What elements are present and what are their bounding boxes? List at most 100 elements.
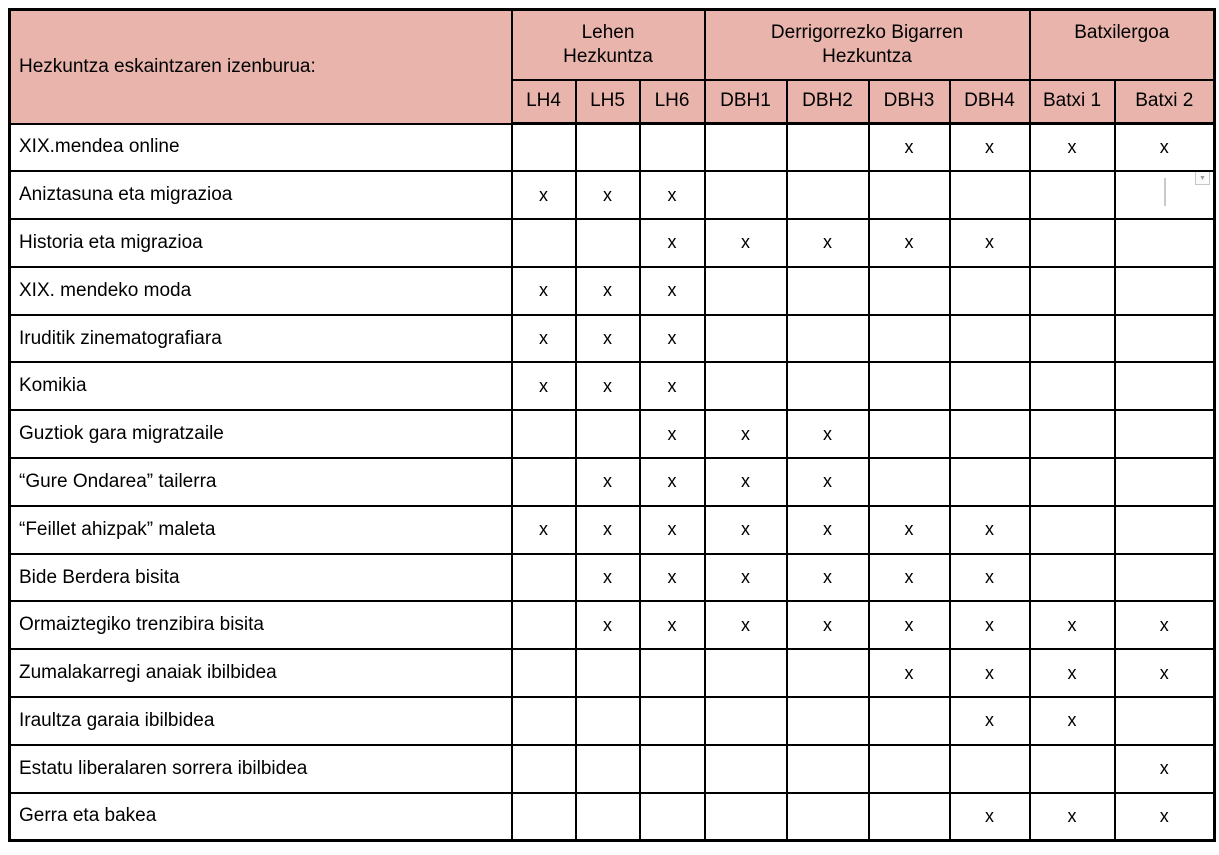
empty-cell	[1028, 552, 1116, 603]
table-body: XIX.mendea online x x x x Aniztasuna eta migr…	[8, 122, 1216, 842]
table-row: Iruditik zinematografiara x x x	[8, 313, 1216, 364]
empty-cell	[703, 648, 788, 699]
empty-cell	[867, 457, 951, 507]
column-header-dbh4: DBH4	[948, 78, 1031, 125]
mark-cell: x	[948, 648, 1031, 699]
mark-cell: x	[1113, 743, 1216, 794]
empty-cell	[703, 313, 788, 364]
empty-cell	[1028, 504, 1116, 555]
empty-cell	[638, 696, 706, 746]
mark-cell: x	[510, 313, 577, 364]
empty-cell	[948, 743, 1031, 794]
row-label: Komikia	[8, 361, 513, 412]
empty-cell	[1028, 409, 1116, 460]
empty-cell	[1113, 313, 1216, 364]
table-title: Hezkuntza eskaintzaren izenburua:	[19, 55, 316, 77]
empty-cell	[948, 170, 1031, 221]
table-row: “Feillet ahizpak” maleta x x x x x x x	[8, 504, 1216, 555]
row-label: XIX.mendea online	[8, 122, 513, 173]
group-label-line: Derrigorrezko Bigarren	[770, 22, 964, 43]
empty-cell	[703, 170, 788, 221]
empty-cell	[1113, 552, 1216, 603]
empty-cell	[1028, 265, 1116, 316]
empty-cell	[510, 122, 577, 173]
mark-cell: x	[867, 648, 951, 699]
row-label: Iraultza garaia ibilbidea	[8, 696, 513, 746]
empty-cell	[867, 170, 951, 221]
empty-cell	[574, 122, 641, 173]
mark-cell: x	[703, 409, 788, 460]
mark-cell: x	[638, 218, 706, 268]
empty-cell	[510, 791, 577, 842]
group-label-line: Batxilergoa	[1074, 22, 1170, 43]
group-label-line: Lehen	[581, 22, 635, 43]
empty-cell	[867, 409, 951, 460]
empty-cell	[1028, 170, 1116, 221]
group-label-line: Hezkuntza	[563, 46, 653, 67]
empty-cell	[1113, 218, 1216, 268]
mark-cell: x	[574, 313, 641, 364]
group-header-dbh: Derrigorrezko Bigarren Hezkuntza	[703, 8, 1031, 81]
mark-cell: x	[785, 457, 870, 507]
mark-cell: x	[574, 361, 641, 412]
row-label: Ormaiztegiko trenzibira bisita	[8, 600, 513, 651]
empty-cell	[574, 696, 641, 746]
column-header-lh5: LH5	[574, 78, 641, 125]
mark-cell: x	[948, 504, 1031, 555]
mark-cell: x	[638, 600, 706, 651]
empty-cell	[948, 409, 1031, 460]
row-label: Gerra eta bakea	[8, 791, 513, 842]
empty-cell	[867, 313, 951, 364]
mark-cell: x	[1028, 600, 1116, 651]
mark-cell: x	[638, 361, 706, 412]
empty-cell	[948, 361, 1031, 412]
table-row: Iraultza garaia ibilbidea x x	[8, 696, 1216, 746]
empty-cell	[510, 552, 577, 603]
mark-cell: x	[703, 218, 788, 268]
mark-cell: x	[867, 552, 951, 603]
column-header-dbh3: DBH3	[867, 78, 951, 125]
column-header-dbh2: DBH2	[785, 78, 870, 125]
empty-cell	[703, 122, 788, 173]
mark-cell: x	[948, 218, 1031, 268]
mark-cell: x	[1028, 122, 1116, 173]
column-header-batxi2: Batxi 2	[1113, 78, 1216, 125]
empty-cell	[703, 791, 788, 842]
row-label: Zumalakarregi anaiak ibilbidea	[8, 648, 513, 699]
mark-cell: x	[867, 600, 951, 651]
dropdown-indicator-icon[interactable]: ▼	[1195, 173, 1210, 186]
empty-cell	[1028, 743, 1116, 794]
table-row: Bide Berdera bisita x x x x x x	[8, 552, 1216, 603]
empty-cell	[785, 743, 870, 794]
row-label: Iruditik zinematografiara	[8, 313, 513, 364]
column-header-batxi1: Batxi 1	[1028, 78, 1116, 125]
empty-cell	[785, 265, 870, 316]
empty-cell: ▼	[1113, 170, 1216, 221]
mark-cell: x	[703, 600, 788, 651]
column-header-row: LH4 LH5 LH6 DBH1 DBH2 DBH3 DBH4 Batxi 1 …	[10, 78, 1216, 125]
empty-cell	[510, 409, 577, 460]
column-header-lh4: LH4	[510, 78, 577, 125]
table-row: XIX. mendeko moda x x x	[8, 265, 1216, 316]
mark-cell: x	[638, 313, 706, 364]
group-header-lehen-hezkuntza: Lehen Hezkuntza	[510, 8, 706, 81]
table-row: Ormaiztegiko trenzibira bisita x x x x x x x x	[8, 600, 1216, 651]
mark-cell: x	[638, 457, 706, 507]
empty-cell	[703, 743, 788, 794]
mark-cell: x	[510, 361, 577, 412]
empty-cell	[1113, 457, 1216, 507]
empty-cell	[867, 265, 951, 316]
mark-cell: x	[638, 552, 706, 603]
empty-cell	[510, 218, 577, 268]
mark-cell: x	[574, 504, 641, 555]
row-label: Estatu liberalaren sorrera ibilbidea	[8, 743, 513, 794]
empty-cell	[785, 696, 870, 746]
education-offer-table: Hezkuntza eskaintzaren izenburua: Lehen …	[8, 8, 1216, 842]
mark-cell: x	[574, 265, 641, 316]
empty-cell	[574, 648, 641, 699]
empty-cell	[510, 696, 577, 746]
empty-cell	[1113, 409, 1216, 460]
empty-cell	[785, 122, 870, 173]
empty-cell	[867, 696, 951, 746]
mark-cell: x	[703, 457, 788, 507]
